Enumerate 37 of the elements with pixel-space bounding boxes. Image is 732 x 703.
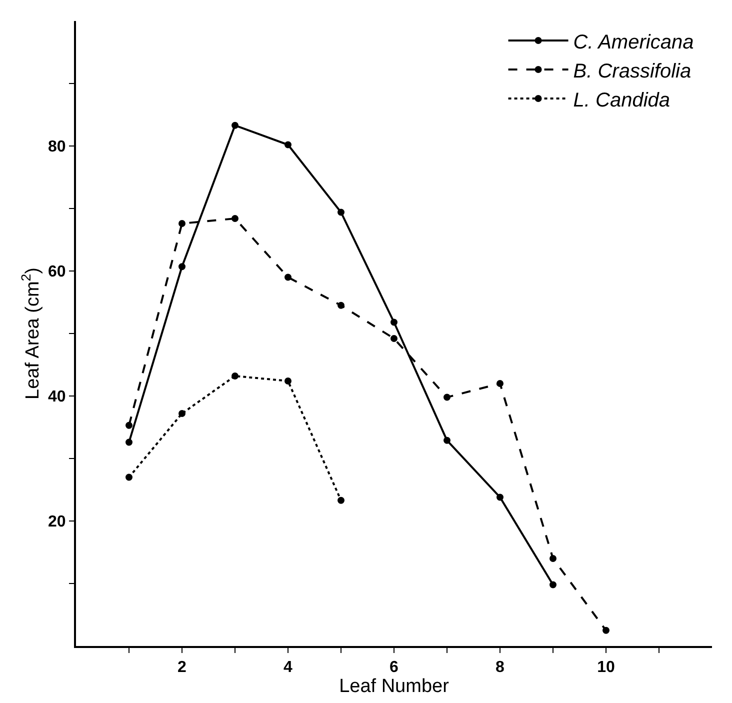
- point: [550, 581, 556, 588]
- y-tick-label: 40: [48, 388, 66, 406]
- x-tick-label: 6: [390, 659, 399, 676]
- legend-label: C. Americana: [573, 31, 694, 54]
- point: [602, 626, 610, 634]
- point: [232, 372, 238, 380]
- point: [126, 422, 132, 429]
- point: [232, 215, 238, 222]
- x-axis-title: Leaf Number: [339, 676, 450, 698]
- point: [284, 378, 292, 384]
- point: [126, 438, 132, 446]
- point: [338, 208, 344, 216]
- point: [390, 318, 398, 326]
- point: [496, 494, 504, 501]
- point: [496, 380, 504, 387]
- point: [178, 263, 186, 270]
- y-tick-label: 60: [48, 264, 66, 281]
- point: [126, 474, 132, 481]
- x-tick-label: 10: [597, 659, 615, 676]
- x-tick-label: 8: [496, 659, 505, 676]
- point: [284, 274, 292, 281]
- point: [232, 122, 238, 129]
- point: [444, 394, 450, 401]
- point: [444, 436, 450, 444]
- point: [550, 555, 556, 562]
- point: [284, 141, 292, 148]
- point: [390, 335, 398, 342]
- legend-label: B. Crassifolia: [573, 60, 692, 82]
- x-tick-label: 2: [178, 659, 187, 676]
- point: [338, 496, 344, 504]
- point: [338, 302, 344, 309]
- legend-label: L. Candida: [573, 89, 670, 112]
- point: [178, 410, 186, 417]
- point: [178, 220, 186, 227]
- x-tick-label: 4: [284, 659, 293, 676]
- y-tick-label: 80: [48, 138, 66, 156]
- y-tick-label: 20: [48, 514, 66, 531]
